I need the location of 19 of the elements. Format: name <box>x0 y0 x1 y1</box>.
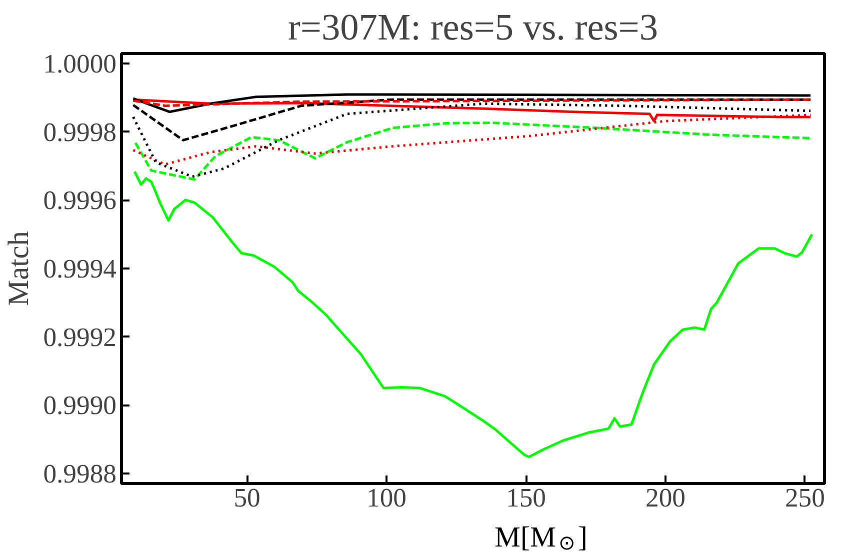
line-series <box>132 102 812 178</box>
y-tick-label: 0.9990 <box>43 390 117 420</box>
line-series <box>133 170 814 458</box>
y-tick-label: 0.9988 <box>43 458 117 488</box>
y-tick-label: 1.0000 <box>43 48 117 79</box>
y-tick-label: 0.9992 <box>43 322 117 352</box>
y-tick-label: 0.9994 <box>43 254 117 284</box>
x-tick-label: 250 <box>784 482 825 512</box>
y-tick-label: 0.9998 <box>43 116 117 147</box>
y-tick-label: 0.9996 <box>43 185 117 216</box>
line-series <box>132 93 812 114</box>
x-tick-label: 50 <box>234 482 260 512</box>
x-tick-label: 100 <box>366 482 407 512</box>
x-tick-label: 150 <box>506 482 546 512</box>
chart-title: r=307M: res=5 vs. res=3 <box>288 8 658 48</box>
line-series <box>134 122 812 181</box>
y-axis-title: Match <box>3 230 36 306</box>
x-tick-label: 200 <box>645 482 686 512</box>
x-axis-title: M[M⊙] <box>494 522 588 554</box>
